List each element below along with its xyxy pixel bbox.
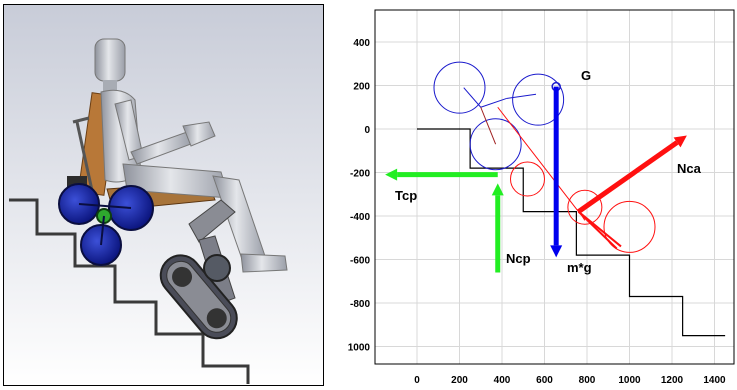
x-tick-label: 1000 (618, 375, 641, 386)
cluster-spoke (463, 87, 482, 108)
mannequin-neck (103, 80, 117, 92)
label-Tcp: Tcp (395, 188, 417, 203)
track-circle (510, 161, 545, 197)
mg-arrow-head (550, 245, 563, 258)
y-tick-label: -600 (350, 256, 370, 267)
cluster-spoke (506, 93, 537, 100)
wheel-circle (469, 118, 522, 171)
y-tick-label: -400 (350, 212, 370, 223)
tcp-arrow (385, 168, 498, 181)
track-line (577, 210, 618, 250)
track-line (580, 213, 586, 221)
x-tick-label: 600 (536, 375, 553, 386)
force-diagram-plot: 0 200 400 600 800 1000 1200 1400 400 200 0 -200 -40… (348, 9, 735, 386)
x-tick-label: 400 (494, 375, 511, 386)
wheelchair-illustration (3, 4, 324, 386)
x-tick-label: 1400 (703, 375, 726, 386)
wheel-cluster-spoke (78, 203, 132, 209)
track-line (497, 106, 579, 212)
wheel-circle (512, 73, 565, 126)
label-G: G (581, 68, 591, 83)
track-circle (567, 189, 603, 225)
tcp-arrow-head (385, 168, 398, 181)
track-circle (603, 200, 656, 253)
nca-arrow-shaft (577, 140, 679, 214)
ncp-arrow-head (491, 183, 504, 196)
diagram-shapes (385, 61, 726, 337)
stair-profile (417, 128, 726, 337)
x-tick-labels: 0 200 400 600 800 1000 1200 1400 (414, 375, 726, 386)
linkage-arm (188, 199, 236, 243)
y-tick-label: 200 (353, 82, 370, 93)
cluster-spoke (480, 107, 497, 145)
y-tick-label: -200 (350, 169, 370, 180)
mannequin-hand (182, 121, 216, 147)
wheel-cluster-spoke (100, 215, 105, 246)
mg-arrow (550, 86, 563, 258)
y-tick-label: -800 (350, 299, 370, 310)
cluster-spoke (480, 98, 507, 108)
wheel-circle (433, 61, 486, 114)
x-tick-label: 800 (579, 375, 596, 386)
x-tick-label: 200 (451, 375, 468, 386)
wheel-right (108, 185, 154, 231)
tracked-unit (159, 254, 238, 340)
plot-axes-box (374, 9, 735, 365)
x-tick-label: 0 (414, 375, 420, 386)
chair-handle (72, 116, 90, 124)
staircase-outline (9, 198, 250, 384)
y-tick-label: 400 (353, 38, 370, 49)
y-tick-label: 0 (364, 125, 370, 136)
mannequin-head (94, 38, 126, 82)
knee-wheel (203, 254, 231, 282)
y-tick-labels: 400 200 0 -200 -400 -600 -800 1000 (348, 38, 371, 354)
label-Ncp: Ncp (506, 251, 531, 266)
label-mg: m*g (567, 260, 592, 275)
ncp-arrow (491, 183, 504, 273)
mannequin-foot (240, 253, 288, 273)
label-Nca: Nca (677, 161, 702, 176)
nca-arrow-head (673, 135, 687, 148)
nca-arrow (577, 135, 687, 214)
x-tick-label: 1200 (661, 375, 684, 386)
y-tick-label: 1000 (348, 343, 371, 354)
